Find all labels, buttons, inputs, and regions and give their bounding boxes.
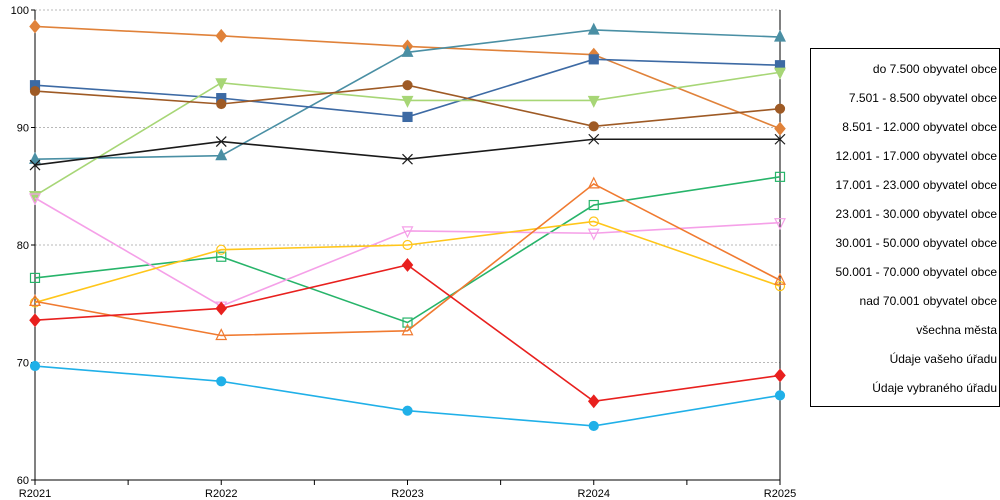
y-tick-label: 80 bbox=[17, 240, 29, 252]
y-tick-label: 90 bbox=[17, 123, 29, 135]
data-point bbox=[402, 111, 413, 123]
legend-item: 12.001 - 17.000 obyvatel obce bbox=[835, 149, 997, 163]
series-11 bbox=[29, 258, 786, 409]
legend-item: všechna města bbox=[916, 323, 997, 337]
data-point bbox=[215, 78, 228, 91]
data-point bbox=[401, 226, 414, 239]
x-tick-label: R2025 bbox=[764, 488, 796, 500]
legend-item: 17.001 - 23.000 obyvatel obce bbox=[835, 178, 997, 192]
data-point bbox=[402, 153, 413, 165]
series-line bbox=[34, 176, 781, 324]
data-point bbox=[401, 44, 414, 57]
data-point bbox=[401, 323, 414, 336]
data-point bbox=[774, 103, 786, 114]
x-tick-label: R2022 bbox=[205, 488, 237, 500]
data-point bbox=[774, 390, 786, 401]
legend-item: 8.501 - 12.000 obyvatel obce bbox=[842, 120, 997, 134]
data-point bbox=[402, 239, 413, 251]
series-line bbox=[34, 138, 780, 166]
legend-item: nad 70.001 obyvatel obce bbox=[859, 294, 997, 308]
data-point bbox=[588, 420, 599, 432]
data-point bbox=[588, 121, 599, 132]
legend-item: Údaje vašeho úřadu bbox=[889, 352, 997, 366]
data-point bbox=[402, 405, 413, 416]
data-point bbox=[587, 228, 600, 241]
data-point bbox=[588, 216, 599, 227]
data-point bbox=[215, 136, 227, 148]
data-point bbox=[29, 85, 41, 97]
series-7 bbox=[29, 171, 786, 328]
data-point bbox=[774, 368, 786, 383]
data-point bbox=[215, 328, 228, 341]
series-5 bbox=[29, 80, 786, 132]
series-6 bbox=[29, 133, 786, 171]
series-line bbox=[34, 182, 781, 337]
series-3 bbox=[29, 54, 786, 123]
data-point bbox=[29, 360, 41, 372]
data-point bbox=[587, 176, 600, 189]
data-point bbox=[774, 67, 786, 80]
series-line bbox=[34, 365, 781, 427]
legend-item: 7.501 - 8.500 obyvatel obce bbox=[848, 91, 997, 105]
data-point bbox=[216, 251, 227, 262]
x-tick-label: R2021 bbox=[19, 488, 51, 500]
data-point bbox=[29, 159, 41, 171]
data-point bbox=[216, 244, 227, 255]
data-point bbox=[29, 272, 41, 283]
gridlines bbox=[35, 9, 780, 363]
x-tick-label: R2023 bbox=[391, 488, 423, 500]
legend-item: do 7.500 obyvatel obce bbox=[872, 62, 997, 76]
y-tick-label: 70 bbox=[17, 358, 29, 370]
data-point bbox=[587, 95, 600, 108]
y-tick-label: 60 bbox=[17, 475, 29, 487]
data-point bbox=[215, 148, 228, 161]
data-point bbox=[401, 95, 414, 108]
y-tick-label: 100 bbox=[11, 5, 29, 17]
data-point bbox=[587, 394, 600, 409]
data-point bbox=[774, 133, 786, 145]
series-line bbox=[34, 220, 781, 304]
legend-list: do 7.500 obyvatel obce 7.501 - 8.500 obyv… bbox=[811, 49, 999, 403]
data-point bbox=[402, 80, 413, 91]
data-point bbox=[588, 133, 600, 145]
data-point bbox=[216, 98, 227, 110]
legend-item: 23.001 - 30.000 obyvatel obce bbox=[835, 207, 997, 221]
data-point bbox=[402, 317, 413, 328]
data-point bbox=[29, 193, 41, 206]
legend-item: 30.001 - 50.000 obyvatel obce bbox=[835, 236, 997, 250]
data-point bbox=[29, 294, 41, 306]
x-tick-label: R2024 bbox=[578, 488, 610, 500]
legend-item: Údaje vybraného úřadu bbox=[872, 381, 997, 395]
series-10 bbox=[29, 176, 786, 341]
series-line bbox=[34, 71, 781, 197]
data-point bbox=[774, 272, 786, 285]
data-point bbox=[216, 376, 227, 387]
series-8 bbox=[29, 193, 786, 314]
series-12 bbox=[29, 360, 786, 432]
series-9 bbox=[29, 216, 786, 308]
data-point bbox=[588, 199, 599, 211]
data-point bbox=[29, 313, 41, 328]
data-point bbox=[774, 121, 786, 136]
data-point bbox=[215, 301, 228, 316]
data-point bbox=[29, 151, 41, 164]
data-point bbox=[774, 29, 786, 42]
y-tick-labels: 60 70 80 90 100 bbox=[11, 5, 29, 487]
data-point bbox=[401, 258, 414, 272]
data-point bbox=[774, 281, 786, 292]
x-tick-labels: R2021 R2022 R2023 R2024 R2025 bbox=[19, 488, 796, 500]
data-point bbox=[588, 54, 599, 65]
series-2 bbox=[29, 22, 786, 164]
data-point bbox=[774, 218, 786, 231]
series-line bbox=[34, 264, 781, 403]
data-point bbox=[215, 28, 228, 43]
data-point bbox=[29, 19, 41, 34]
data-point bbox=[774, 171, 786, 182]
series-lines bbox=[29, 19, 786, 432]
series-line bbox=[34, 197, 781, 307]
data-point bbox=[587, 22, 600, 35]
legend-item: 50.001 - 70.000 obyvatel obce bbox=[835, 265, 997, 279]
legend: do 7.500 obyvatel obce 7.501 - 8.500 obyv… bbox=[810, 48, 1000, 407]
